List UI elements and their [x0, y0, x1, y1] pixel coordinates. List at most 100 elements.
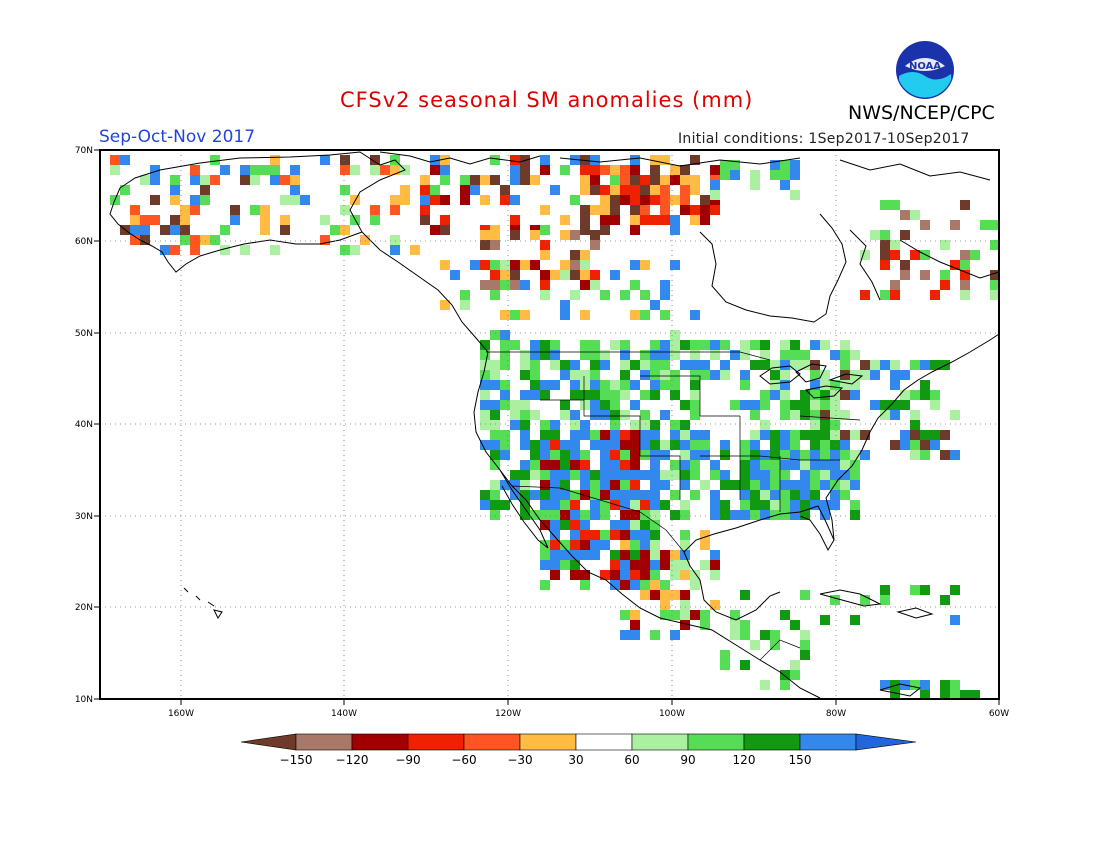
anomaly-cell — [480, 280, 490, 290]
anomaly-cell — [130, 225, 140, 235]
anomaly-cell — [420, 175, 430, 185]
anomaly-cell — [680, 340, 690, 350]
anomaly-cell — [620, 580, 630, 590]
anomaly-cell — [690, 380, 700, 390]
anomaly-cell — [540, 350, 550, 360]
anomaly-cell — [520, 390, 530, 400]
anomaly-cell — [810, 490, 820, 500]
anomaly-cell — [660, 580, 670, 590]
anomaly-cell — [740, 350, 750, 360]
anomaly-cell — [840, 360, 850, 370]
anomaly-cell — [760, 470, 770, 480]
anomaly-cell — [680, 205, 690, 215]
anomaly-cell — [650, 460, 660, 470]
anomaly-cell — [790, 350, 800, 360]
anomaly-cell — [710, 165, 720, 175]
anomaly-cell — [640, 360, 650, 370]
anomaly-cell — [580, 490, 590, 500]
anomaly-cell — [540, 470, 550, 480]
anomaly-cell — [640, 500, 650, 510]
anomaly-cell — [720, 500, 730, 510]
anomaly-cell — [520, 165, 530, 175]
anomaly-cell — [650, 360, 660, 370]
anomaly-cell — [480, 230, 490, 240]
anomaly-cell — [560, 560, 570, 570]
anomaly-cell — [810, 410, 820, 420]
anomaly-cell — [560, 540, 570, 550]
anomaly-cell — [910, 420, 920, 430]
anomaly-cell — [610, 380, 620, 390]
anomaly-cell — [990, 240, 1000, 250]
anomaly-cell — [720, 450, 730, 460]
anomaly-cell — [800, 490, 810, 500]
anomaly-cell — [590, 205, 600, 215]
anomaly-cell — [540, 420, 550, 430]
anomaly-cell — [640, 510, 650, 520]
anomaly-cell — [660, 410, 670, 420]
anomaly-cell — [820, 440, 830, 450]
anomaly-cell — [750, 360, 760, 370]
anomaly-cell — [930, 440, 940, 450]
anomaly-cell — [680, 400, 690, 410]
anomaly-cell — [830, 460, 840, 470]
anomaly-cell — [760, 510, 770, 520]
anomaly-cell — [480, 370, 490, 380]
lat-label-10n: 10N — [75, 695, 93, 705]
anomaly-cell — [810, 430, 820, 440]
anomaly-cell — [740, 480, 750, 490]
anomaly-cell — [760, 450, 770, 460]
anomaly-cell — [510, 230, 520, 240]
anomaly-cell — [580, 270, 590, 280]
anomaly-cell — [680, 570, 690, 580]
anomaly-cell — [830, 410, 840, 420]
anomaly-cell — [590, 410, 600, 420]
anomaly-cell — [850, 460, 860, 470]
anomaly-cell — [720, 660, 730, 670]
anomaly-cell — [210, 175, 220, 185]
anomaly-cell — [650, 350, 660, 360]
anomaly-cell — [530, 460, 540, 470]
anomaly-cell — [570, 370, 580, 380]
anomaly-cell — [820, 460, 830, 470]
anomaly-cell — [780, 470, 790, 480]
anomaly-cell — [610, 430, 620, 440]
anomaly-cell — [610, 165, 620, 175]
anomaly-cell — [290, 185, 300, 195]
anomaly-cell — [890, 240, 900, 250]
legend-label: −120 — [336, 753, 369, 767]
anomaly-cell — [600, 450, 610, 460]
anomaly-cell — [670, 215, 680, 225]
anomaly-cell — [840, 410, 850, 420]
anomaly-cell — [740, 470, 750, 480]
anomaly-cell — [910, 210, 920, 220]
anomaly-cell — [790, 340, 800, 350]
anomaly-cell — [840, 390, 850, 400]
anomaly-cell — [920, 440, 930, 450]
anomaly-cell — [660, 310, 670, 320]
anomaly-cell — [620, 175, 630, 185]
anomaly-cell — [520, 470, 530, 480]
anomaly-cell — [530, 510, 540, 520]
anomaly-cell — [590, 430, 600, 440]
anomaly-cell — [640, 290, 650, 300]
anomaly-cell — [540, 380, 550, 390]
anomaly-cell — [690, 205, 700, 215]
anomaly-cell — [170, 225, 180, 235]
anomaly-cell — [580, 550, 590, 560]
anomaly-cell — [610, 500, 620, 510]
anomaly-cell — [650, 215, 660, 225]
anomaly-cell — [560, 370, 570, 380]
anomaly-cell — [570, 430, 580, 440]
anomaly-cell — [760, 420, 770, 430]
anomaly-cell — [940, 690, 950, 700]
anomaly-cell — [700, 340, 710, 350]
anomaly-cell — [530, 470, 540, 480]
anomaly-cell — [840, 460, 850, 470]
anomaly-cell — [590, 175, 600, 185]
anomaly-cell — [530, 260, 540, 270]
anomaly-cell — [690, 175, 700, 185]
anomaly-cell — [490, 510, 500, 520]
anomaly-cell — [780, 430, 790, 440]
anomaly-cell — [580, 280, 590, 290]
anomaly-cell — [680, 175, 690, 185]
